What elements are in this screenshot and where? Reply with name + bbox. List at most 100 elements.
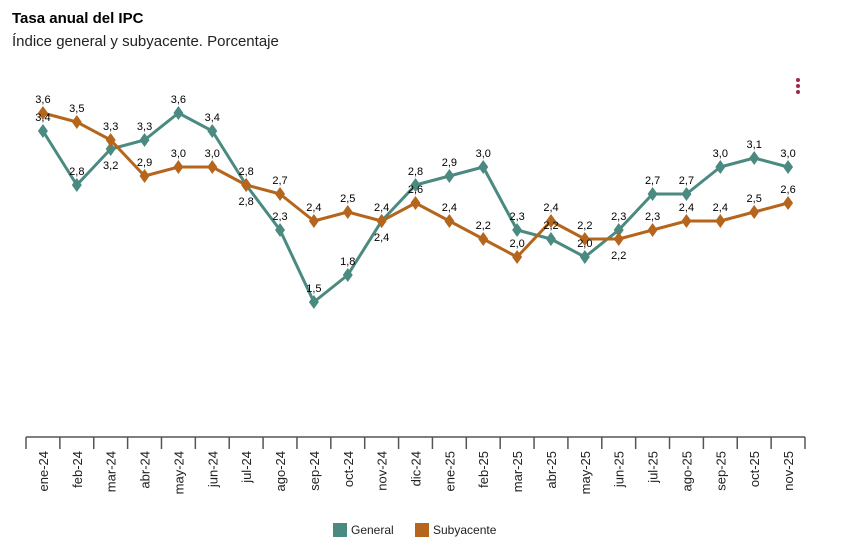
data-label-subyacente: 2,8 xyxy=(239,166,254,178)
data-label-subyacente: 2,4 xyxy=(374,202,389,214)
x-tick-label: ene-25 xyxy=(442,451,457,491)
data-point-subyacente xyxy=(613,232,624,246)
data-label-subyacente: 3,5 xyxy=(69,103,84,115)
data-label-general: 2,3 xyxy=(509,211,524,223)
data-label-general: 2,8 xyxy=(69,166,84,178)
data-point-subyacente xyxy=(342,205,353,219)
x-tick-label: may-24 xyxy=(171,451,186,494)
x-tick-label: nov-24 xyxy=(375,451,390,491)
data-label-general: 2,3 xyxy=(611,211,626,223)
data-label-subyacente: 2,5 xyxy=(340,193,355,205)
data-label-general: 3,0 xyxy=(476,148,491,160)
data-point-subyacente xyxy=(376,214,387,228)
data-point-subyacente xyxy=(647,223,658,237)
data-point-general xyxy=(681,187,692,201)
x-tick-label: jun-24 xyxy=(205,451,220,488)
data-label-subyacente: 2,4 xyxy=(306,202,321,214)
data-label-subyacente: 2,9 xyxy=(137,157,152,169)
data-point-general xyxy=(37,124,48,138)
data-label-subyacente: 2,5 xyxy=(747,193,762,205)
data-point-subyacente xyxy=(139,169,150,183)
x-tick-label: sep-24 xyxy=(307,451,322,491)
data-label-subyacente: 3,3 xyxy=(103,121,118,133)
data-label-general: 3,0 xyxy=(713,148,728,160)
data-point-general xyxy=(444,169,455,183)
x-tick-label: ago-24 xyxy=(273,451,288,491)
data-label-general: 2,3 xyxy=(272,211,287,223)
data-point-subyacente xyxy=(410,196,421,210)
vertical-ellipsis-icon[interactable] xyxy=(796,78,802,96)
x-tick-label: oct-24 xyxy=(341,451,356,487)
data-label-general: 3,3 xyxy=(137,121,152,133)
x-tick-label: abr-25 xyxy=(544,451,559,489)
data-label-general: 2,0 xyxy=(577,238,592,250)
data-label-subyacente: 2,4 xyxy=(679,202,694,214)
data-point-subyacente xyxy=(207,160,218,174)
data-label-general: 1,8 xyxy=(340,256,355,268)
data-point-subyacente xyxy=(512,250,523,264)
data-label-subyacente: 2,0 xyxy=(509,238,524,250)
data-point-general xyxy=(308,295,319,309)
data-point-general xyxy=(715,160,726,174)
data-label-subyacente: 2,6 xyxy=(408,184,423,196)
data-label-subyacente: 2,2 xyxy=(611,250,626,262)
data-label-general: 2,8 xyxy=(239,196,254,208)
data-point-subyacente xyxy=(37,106,48,120)
x-tick-label: nov-25 xyxy=(781,451,796,491)
chart-title: Tasa anual del IPC xyxy=(12,10,144,27)
data-point-subyacente xyxy=(241,178,252,192)
data-point-subyacente xyxy=(579,232,590,246)
legend-item-subyacente[interactable]: Subyacente xyxy=(415,523,496,537)
data-label-general: 2,9 xyxy=(442,157,457,169)
data-point-general xyxy=(275,223,286,237)
data-label-subyacente: 3,0 xyxy=(205,148,220,160)
data-point-general xyxy=(342,268,353,282)
chart-subtitle: Índice general y subyacente. Porcentaje xyxy=(12,33,279,50)
data-point-subyacente xyxy=(715,214,726,228)
x-tick-label: oct-25 xyxy=(747,451,762,487)
data-point-general xyxy=(207,124,218,138)
data-point-subyacente xyxy=(71,115,82,129)
data-label-subyacente: 2,4 xyxy=(442,202,457,214)
data-point-subyacente xyxy=(478,232,489,246)
data-label-subyacente: 2,4 xyxy=(713,202,728,214)
data-point-subyacente xyxy=(105,133,116,147)
data-point-subyacente xyxy=(275,187,286,201)
data-point-general xyxy=(173,106,184,120)
legend-item-general[interactable]: General xyxy=(333,523,394,537)
data-point-general xyxy=(613,223,624,237)
data-point-subyacente xyxy=(444,214,455,228)
data-label-general: 3,1 xyxy=(747,139,762,151)
x-tick-label: mar-25 xyxy=(510,451,525,492)
data-point-subyacente xyxy=(681,214,692,228)
x-tick-label: may-25 xyxy=(578,451,593,494)
x-tick-label: feb-25 xyxy=(476,451,491,488)
data-label-subyacente: 2,4 xyxy=(543,202,558,214)
data-label-general: 2,2 xyxy=(543,220,558,232)
x-tick-label: dic-24 xyxy=(409,451,424,486)
data-label-general: 2,7 xyxy=(679,175,694,187)
data-label-general: 3,0 xyxy=(780,148,795,160)
data-point-subyacente xyxy=(545,214,556,228)
data-label-subyacente: 2,2 xyxy=(476,220,491,232)
data-point-general xyxy=(579,250,590,264)
data-label-general: 3,6 xyxy=(171,94,186,106)
legend-swatch-general xyxy=(333,523,347,537)
data-label-subyacente: 2,7 xyxy=(272,175,287,187)
data-point-general xyxy=(512,223,523,237)
data-point-subyacente xyxy=(173,160,184,174)
data-label-general: 2,7 xyxy=(645,175,660,187)
data-label-general: 3,4 xyxy=(35,112,50,124)
data-point-general xyxy=(647,187,658,201)
x-tick-label: mar-24 xyxy=(104,451,119,492)
data-label-subyacente: 3,6 xyxy=(35,94,50,106)
x-tick-label: abr-24 xyxy=(138,451,153,489)
data-point-subyacente xyxy=(749,205,760,219)
data-label-subyacente: 2,2 xyxy=(577,220,592,232)
x-tick-label: jun-25 xyxy=(612,451,627,488)
legend-label-general: General xyxy=(351,523,394,537)
x-tick-label: ago-25 xyxy=(679,451,694,491)
data-label-subyacente: 2,6 xyxy=(780,184,795,196)
data-point-general xyxy=(71,178,82,192)
